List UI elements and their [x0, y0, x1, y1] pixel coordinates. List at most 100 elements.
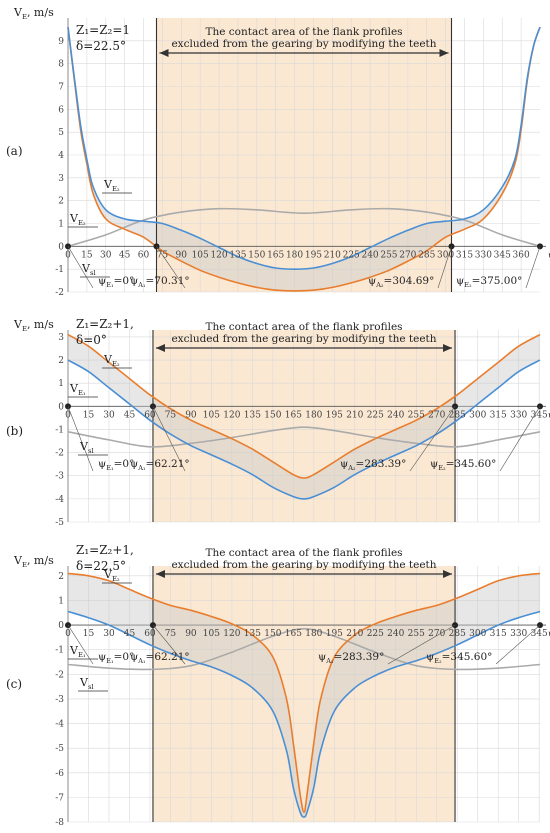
y-axis-label: VE, m/s: [13, 318, 54, 333]
label-main: ψ: [426, 651, 434, 663]
x-tick-label: 285: [449, 629, 466, 639]
contact-area-text-1: The contact area of the flank profiles: [205, 26, 402, 38]
label-main: V: [69, 644, 79, 657]
y-tick-label: 5: [58, 128, 64, 138]
y-tick-label: 0: [58, 402, 64, 412]
marker-label: ψE₂=375.00°: [456, 275, 522, 289]
x-tick-label: 45: [124, 410, 136, 420]
contact-area-text-1: The contact area of the flank profiles: [205, 547, 402, 559]
marker-label: ψA₁=62.21°: [130, 458, 190, 472]
x-tick-label: 135: [244, 629, 261, 639]
x-tick-label: 240: [387, 629, 404, 639]
series-label: VE₁: [69, 382, 86, 397]
marker-leader-line: [67, 406, 94, 472]
x-tick-label: 255: [408, 629, 425, 639]
label-rest: , m/s: [27, 6, 54, 19]
label-main: ψ: [98, 275, 106, 287]
contact-area-band: [152, 566, 456, 822]
arrow-left-head: [155, 344, 165, 352]
x-tick-label: 45: [119, 250, 131, 260]
x-tick-label: 165: [285, 629, 302, 639]
label-sub: E₂: [112, 185, 120, 193]
series-sl-line: [67, 426, 541, 448]
x-tick-label: 105: [203, 629, 220, 639]
y-tick-label: 3: [58, 333, 64, 343]
label-sub: E: [22, 325, 27, 333]
x-tick-label: 270: [399, 250, 416, 260]
x-tick-label: 210: [346, 629, 363, 639]
series-sl-line: [67, 207, 541, 248]
series-e2-line: [67, 572, 541, 814]
series-sl-line: [67, 627, 541, 671]
x-tick-label: 210: [346, 410, 363, 420]
label-main: ψ: [130, 651, 138, 663]
y-tick-label: 1: [58, 379, 64, 389]
y-tick-label: 2: [58, 197, 64, 207]
fill-between-series: [68, 334, 540, 499]
marker-label: ψA₂=283.39°: [318, 651, 384, 665]
marker-leader-line: [525, 246, 541, 289]
y-tick-label: 3: [58, 174, 64, 184]
label-main: V: [69, 382, 79, 395]
y-axis-label: VE, m/s: [13, 554, 54, 569]
x-tick-label: 30: [100, 250, 112, 260]
x-axis-label: ψ°: [548, 629, 550, 640]
y-tick-label: -4: [55, 720, 64, 730]
label-sub: E₁: [106, 464, 114, 472]
gear-parameter: δ=0°: [76, 333, 107, 347]
x-tick-label: 150: [248, 250, 265, 260]
y-tick-label: 4: [58, 151, 64, 161]
label-main: ψ: [130, 458, 138, 470]
series-label: VE₂: [69, 212, 86, 227]
label-rest: =283.39°: [356, 458, 407, 470]
arrow-right-head: [439, 49, 449, 57]
y-tick-label: -1: [55, 425, 64, 435]
x-tick-label: 225: [367, 629, 384, 639]
label-main: V: [79, 440, 89, 453]
label-main: V: [13, 318, 23, 331]
x-tick-label: 15: [81, 250, 93, 260]
y-tick-label: 7: [58, 83, 64, 93]
x-tick-label: 315: [490, 410, 507, 420]
marker-label: ψA₂=304.69°: [368, 275, 434, 289]
label-main: ψ: [430, 458, 438, 470]
gear-parameter: δ=22.5°: [76, 559, 126, 573]
x-tick-label: 270: [428, 410, 445, 420]
label-main: V: [81, 262, 91, 275]
label-sub: A₁: [137, 657, 146, 665]
marker-label: ψE₁=0°: [98, 458, 134, 472]
marker-leader-line: [499, 406, 541, 472]
x-tick-label: 30: [103, 629, 115, 639]
y-tick-label: -4: [55, 495, 64, 505]
label-sub: A₂: [375, 281, 384, 289]
marker-leader-line: [156, 246, 186, 289]
label-sub: E: [22, 13, 27, 21]
y-tick-label: 2: [58, 572, 64, 582]
arrow-left-head: [159, 49, 169, 57]
x-tick-label: 300: [437, 250, 454, 260]
series-label: VE₂: [103, 568, 120, 583]
label-sub: A₂: [325, 657, 334, 665]
x-tick-label: 345: [531, 629, 548, 639]
label-sub: E₂: [112, 360, 120, 368]
series-e2-line: [67, 26, 541, 292]
label-main: ψ: [368, 275, 376, 287]
label-rest: =0°: [114, 275, 135, 287]
marker-leader-line: [67, 624, 94, 665]
y-tick-label: 9: [58, 37, 64, 47]
chart-panel-c: The contact area of the flank profilesex…: [6, 543, 550, 828]
marker-label: ψA₁=70.31°: [130, 275, 190, 289]
x-tick-label: 0: [65, 250, 71, 260]
label-main: ψ: [340, 458, 348, 470]
gear-parameter: Z₁=Z₂+1,: [76, 543, 134, 557]
label-main: V: [103, 568, 113, 581]
x-tick-label: 330: [475, 250, 492, 260]
y-tick-label: -8: [55, 818, 64, 828]
y-axis-label: VE, m/s: [13, 6, 54, 21]
x-tick-label: 75: [165, 629, 177, 639]
x-tick-label: 105: [203, 410, 220, 420]
arrow-right-head: [443, 570, 453, 578]
marker-leader-line: [437, 246, 452, 289]
label-sub: E₂: [438, 464, 446, 472]
